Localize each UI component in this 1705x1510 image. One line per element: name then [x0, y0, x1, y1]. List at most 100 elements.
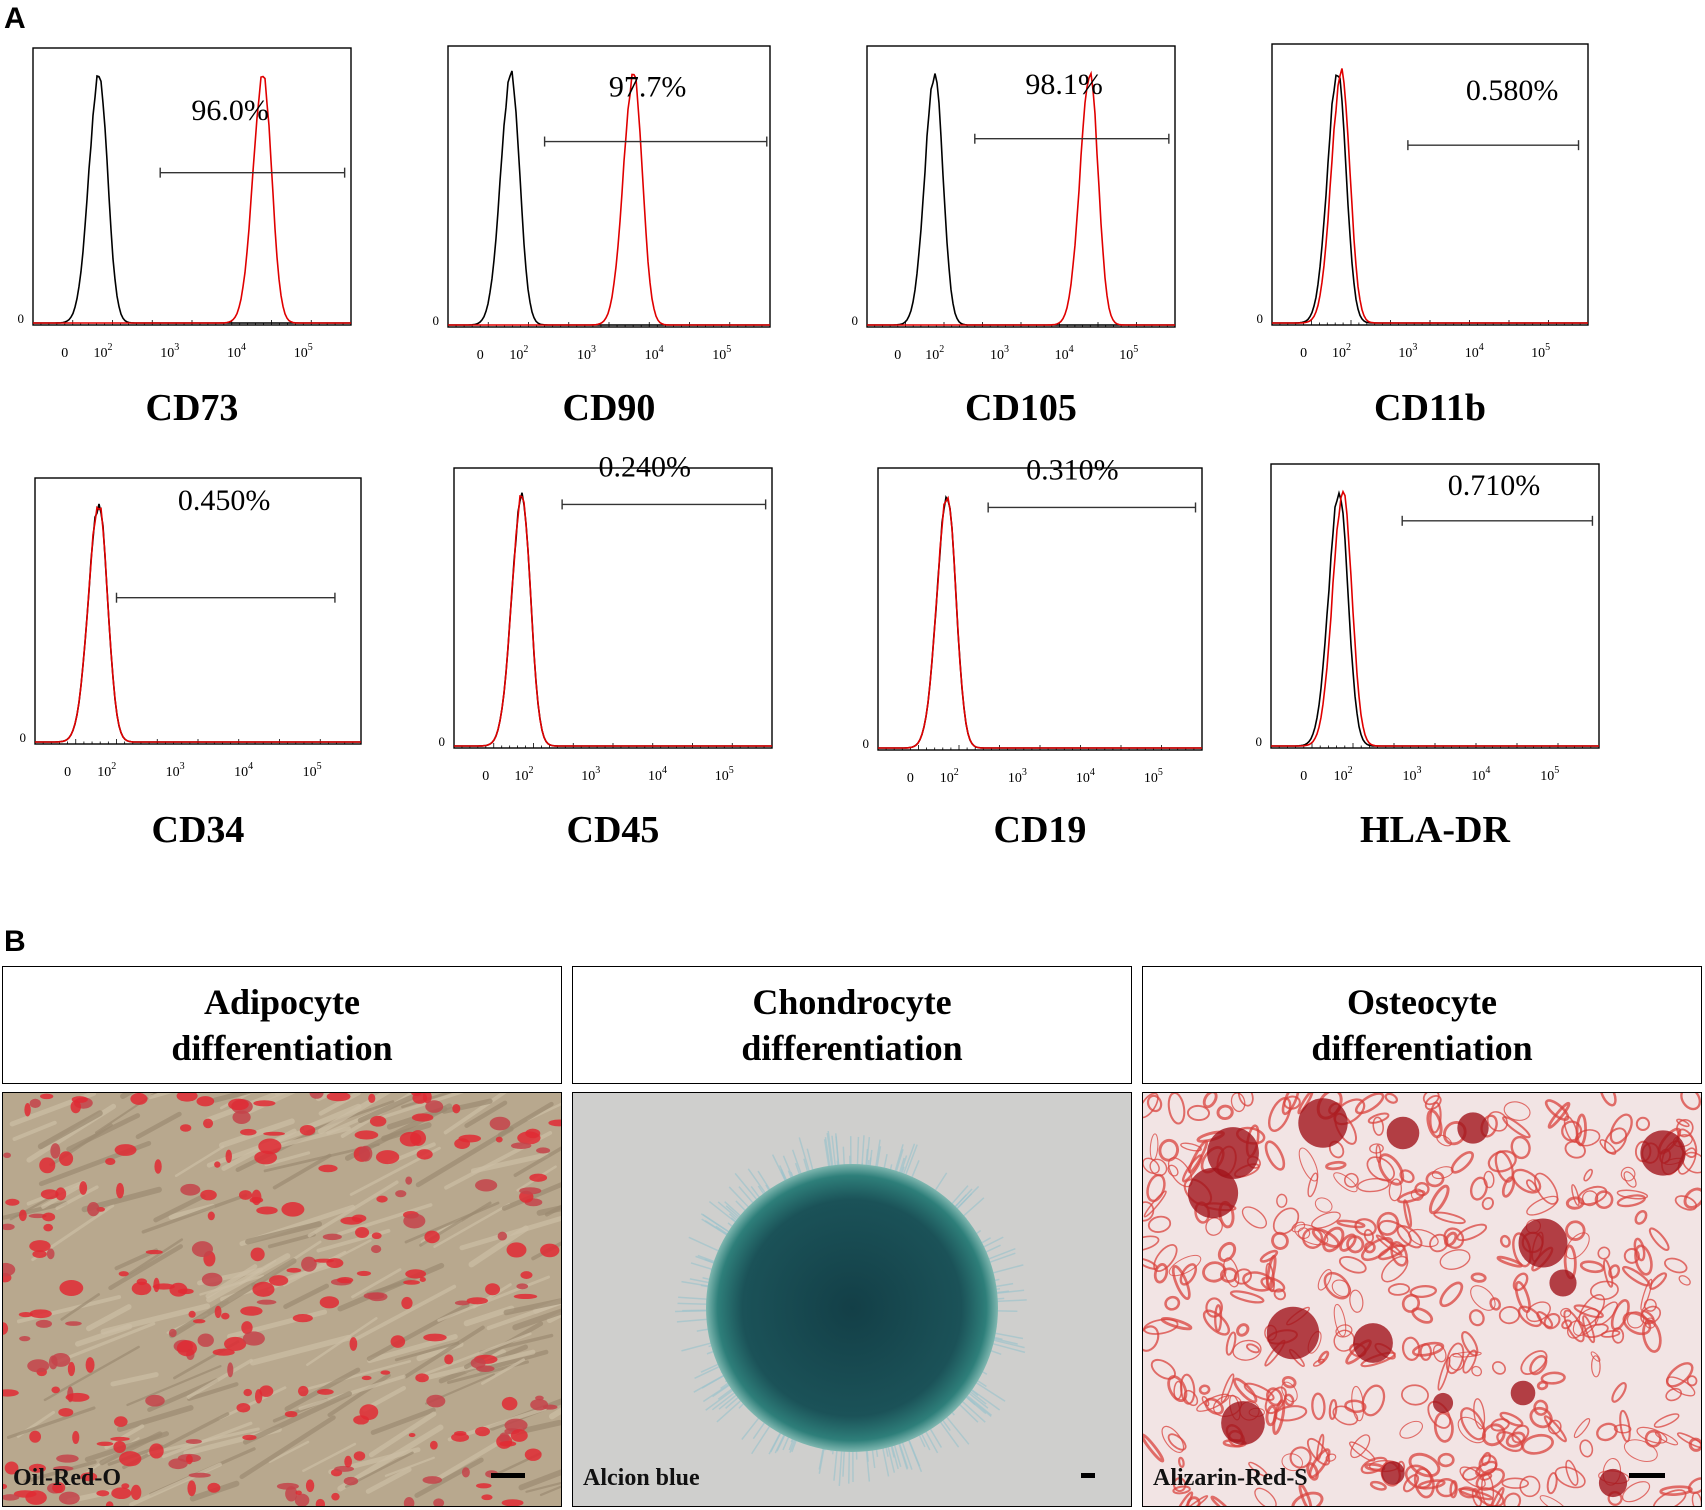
- lipid-droplet: [65, 1392, 90, 1402]
- gate-percentage-label: 98.1%: [1025, 68, 1103, 101]
- stained-matrix: [1517, 1305, 1543, 1328]
- cell-streak: [86, 1304, 132, 1332]
- stained-matrix: [1339, 1233, 1357, 1252]
- stained-matrix: [1297, 1227, 1311, 1239]
- gate-percentage-label: 0.580%: [1466, 74, 1559, 107]
- lipid-droplet: [444, 1354, 454, 1365]
- lipid-droplet: [506, 1242, 527, 1258]
- stained-matrix: [1259, 1249, 1279, 1263]
- stained-matrix: [1233, 1268, 1252, 1285]
- cell-streak: [302, 1442, 357, 1473]
- cell-streak: [512, 1308, 561, 1331]
- lipid-droplet: [29, 1098, 41, 1108]
- lipid-droplet: [187, 1480, 197, 1497]
- lipid-droplet: [200, 1189, 217, 1201]
- stained-matrix: [1599, 1139, 1617, 1155]
- lipid-droplet: [197, 1333, 214, 1347]
- stained-matrix: [1167, 1093, 1186, 1125]
- stained-matrix: [1363, 1241, 1376, 1254]
- stained-matrix: [1146, 1094, 1163, 1113]
- stained-matrix: [1233, 1377, 1258, 1404]
- lipid-droplet: [520, 1271, 533, 1279]
- stained-matrix: [1547, 1101, 1571, 1129]
- histogram-frame: [866, 45, 1176, 328]
- gate-percentage-label: 0.450%: [178, 484, 271, 517]
- stained-matrix: [1180, 1142, 1202, 1152]
- stained-matrix: [1167, 1164, 1179, 1177]
- stained-matrix: [1468, 1309, 1485, 1327]
- x-tick-label: 103: [166, 761, 185, 780]
- lipid-droplet: [56, 1454, 79, 1463]
- stained-matrix: [1167, 1375, 1188, 1403]
- x-tick-label: 104: [234, 761, 253, 780]
- stained-matrix: [1410, 1188, 1424, 1201]
- lipid-droplet: [40, 1189, 59, 1200]
- stained-matrix: [1149, 1133, 1159, 1161]
- cell-streak: [60, 1293, 101, 1321]
- stained-matrix: [1401, 1293, 1421, 1313]
- stained-matrix: [1534, 1172, 1559, 1205]
- halo-fiber: [971, 1379, 1006, 1402]
- marker-label: CD34: [151, 809, 245, 851]
- lipid-droplet: [121, 1483, 130, 1489]
- stained-matrix: [1283, 1393, 1295, 1407]
- halo-fiber: [988, 1338, 1025, 1349]
- x-tick-label: 102: [509, 344, 528, 363]
- osteocyte-title-line1: Osteocyte: [1347, 982, 1497, 1022]
- cell-streak: [394, 1341, 460, 1362]
- stained-matrix: [1654, 1431, 1679, 1446]
- stained-matrix: [1153, 1244, 1178, 1272]
- lipid-droplet: [201, 1272, 223, 1287]
- halo-fiber: [905, 1434, 923, 1473]
- stained-matrix: [1273, 1288, 1287, 1301]
- stained-matrix: [1475, 1460, 1498, 1477]
- y-tick-label: 0: [18, 311, 25, 326]
- cell-streak: [306, 1317, 378, 1367]
- stained-matrix: [1491, 1361, 1506, 1375]
- lipid-droplet: [415, 1373, 429, 1383]
- cell-streak: [307, 1180, 399, 1238]
- cell-streak: [249, 1334, 352, 1366]
- lipid-droplet: [299, 1124, 316, 1136]
- stained-matrix: [1164, 1295, 1181, 1311]
- stained-matrix: [1143, 1257, 1158, 1270]
- stained-matrix: [1623, 1439, 1658, 1462]
- stained-matrix: [1543, 1415, 1568, 1443]
- stained-matrix: [1264, 1140, 1286, 1171]
- x-tick-label: 105: [1540, 765, 1559, 784]
- cell-streak: [37, 1110, 103, 1150]
- stained-matrix: [1198, 1384, 1211, 1395]
- stained-matrix: [1168, 1254, 1202, 1277]
- lipid-droplet: [497, 1231, 508, 1241]
- stained-matrix: [1376, 1211, 1400, 1236]
- lipid-droplet: [368, 1093, 376, 1104]
- lipid-droplet: [80, 1472, 98, 1482]
- stained-matrix: [1143, 1235, 1160, 1252]
- stained-matrix: [1539, 1495, 1568, 1506]
- lipid-droplet: [399, 1131, 422, 1147]
- lipid-droplet: [380, 1370, 391, 1375]
- cell-streak: [501, 1182, 561, 1211]
- stained-matrix: [1409, 1285, 1438, 1298]
- stained-matrix: [1572, 1308, 1600, 1337]
- stained-matrix: [1274, 1405, 1308, 1422]
- lipid-droplet: [412, 1093, 428, 1104]
- lipid-droplet: [28, 1213, 47, 1219]
- stained-matrix: [1565, 1196, 1585, 1210]
- x-tick-label: 104: [1471, 765, 1490, 784]
- stained-matrix: [1487, 1150, 1517, 1173]
- x-tick-label: 103: [160, 342, 179, 361]
- x-tick-label: 103: [990, 344, 1009, 363]
- lipid-droplet: [243, 1388, 253, 1397]
- cell-streak: [174, 1145, 225, 1178]
- halo-fiber: [734, 1172, 761, 1205]
- lipid-droplet: [136, 1278, 148, 1286]
- adipocyte-stain-label: Oil-Red-O: [13, 1465, 121, 1491]
- stained-matrix: [1241, 1206, 1267, 1229]
- stained-matrix: [1217, 1241, 1237, 1263]
- cell-streak: [503, 1298, 561, 1316]
- stained-matrix: [1325, 1453, 1337, 1462]
- chondrocyte-pellet: [706, 1164, 998, 1452]
- halo-fiber: [693, 1372, 729, 1393]
- lipid-droplet: [343, 1476, 359, 1486]
